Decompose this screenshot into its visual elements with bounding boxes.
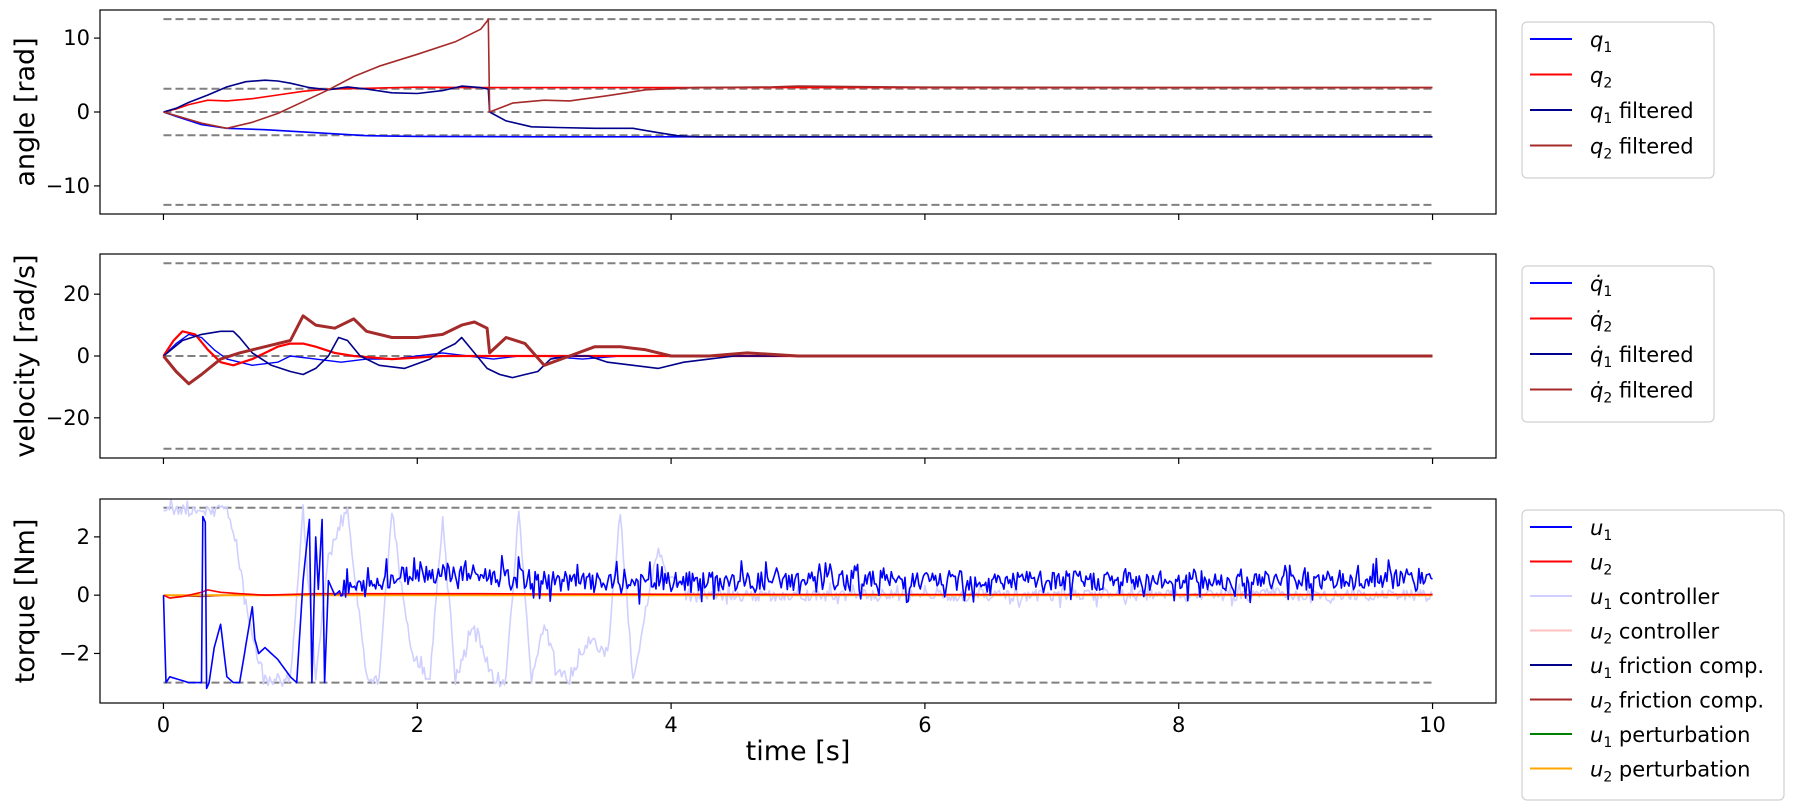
legend-box — [1521, 21, 1715, 179]
legend: q̇1 q̇2 q̇1 filtered q̇2 filtered — [1521, 265, 1715, 423]
legend-label: q̇2 filtered — [1590, 379, 1694, 407]
y-tick-label: 2 — [77, 525, 90, 549]
legend-label: q1 filtered — [1590, 99, 1694, 127]
legend-label: u2 perturbation — [1590, 758, 1750, 786]
legend-label: q2 — [1590, 64, 1612, 92]
series-line-q1-filtered — [162, 330, 1433, 379]
plot-area — [162, 262, 1433, 450]
y-axis-label: torque [Nm] — [10, 519, 41, 684]
legend-label: q1 — [1590, 28, 1612, 56]
y-tick-label: 0 — [77, 344, 90, 368]
y-tick-label: 10 — [63, 26, 90, 50]
y-tick-label: −20 — [46, 406, 90, 430]
y-axis-label: angle [rad] — [10, 37, 41, 186]
plot-frame — [99, 498, 1497, 704]
legend-label: q2 filtered — [1590, 135, 1694, 163]
x-axis-label: time [s] — [746, 736, 851, 767]
x-tick-label: 2 — [411, 713, 424, 737]
x-tick-label: 4 — [664, 713, 677, 737]
legend-label: u1 friction comp. — [1590, 654, 1764, 682]
plot-area — [162, 499, 1434, 690]
legend-label: u2 controller — [1590, 620, 1719, 648]
series-line-q2 — [162, 330, 1433, 367]
legend-label: q̇2 — [1590, 308, 1612, 336]
x-tick-label: 8 — [1172, 713, 1185, 737]
plot-area — [163, 18, 1433, 206]
legend-label: u1 perturbation — [1590, 723, 1750, 751]
legend-label: q̇1 filtered — [1590, 343, 1694, 371]
y-tick-label: 20 — [63, 282, 90, 306]
y-axis-label: velocity [rad/s] — [10, 254, 41, 457]
series-line-u1 — [162, 515, 1433, 690]
y-tick-label: −2 — [59, 641, 90, 665]
legend-label: u1 — [1590, 516, 1612, 544]
series-line-q2-filtered — [163, 18, 1433, 130]
legend-label: u2 — [1590, 551, 1612, 579]
series-line-q2 — [163, 86, 1433, 113]
y-tick-label: 0 — [77, 100, 90, 124]
series-line-u1-controller — [163, 499, 1434, 688]
legend-box — [1521, 509, 1785, 801]
x-tick-label: 6 — [918, 713, 931, 737]
y-tick-label: −10 — [46, 174, 90, 198]
legend: u1 u2 u1 controller u2 controller u1 frictio… — [1521, 509, 1785, 801]
x-tick-label: 10 — [1419, 713, 1446, 737]
legend: q1 q2 q1 filtered q2 filtered — [1521, 21, 1715, 179]
chart-panel-1: −10 0 10 angle [rad] q1 q2 q1 filtered q2 filte… — [10, 9, 1715, 220]
legend-box — [1521, 265, 1715, 423]
chart-panel-2: −20 0 20 velocity [rad/s] q̇1 q̇2 q̇1 filtered… — [10, 253, 1715, 464]
series-line-q2-filtered — [162, 314, 1433, 386]
y-tick-label: 0 — [77, 583, 90, 607]
series-line-q1 — [163, 111, 1433, 138]
legend-label: u2 friction comp. — [1590, 689, 1764, 717]
legend-label: q̇1 — [1590, 272, 1612, 300]
series-line-q1 — [163, 333, 1433, 366]
series-line-u2 — [163, 589, 1433, 599]
x-tick-label: 0 — [157, 713, 170, 737]
chart-panel-3: 0 2 4 6 8 10 −2 0 2 torque [Nm] time [s] u1 u2 u1 con… — [10, 498, 1785, 801]
legend-label: u1 controller — [1590, 585, 1719, 613]
series-line-q1-filtered — [163, 79, 1433, 138]
